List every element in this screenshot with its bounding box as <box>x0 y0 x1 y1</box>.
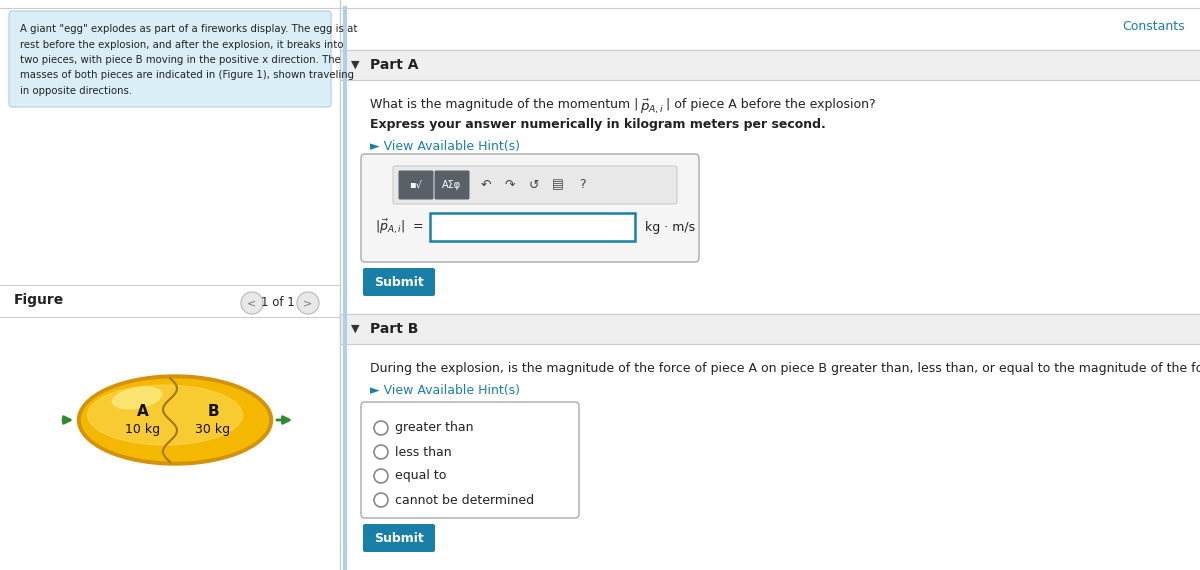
Text: ▼: ▼ <box>350 60 359 70</box>
Text: ► View Available Hint(s): ► View Available Hint(s) <box>370 384 520 397</box>
Text: ↷: ↷ <box>505 178 515 192</box>
Text: 10 kg: 10 kg <box>126 424 161 437</box>
Ellipse shape <box>113 387 162 409</box>
Bar <box>430 213 635 241</box>
Text: $|\vec{p}_{A,i}|$  =: $|\vec{p}_{A,i}|$ = <box>374 218 424 236</box>
FancyBboxPatch shape <box>361 154 698 262</box>
Ellipse shape <box>78 375 272 465</box>
Ellipse shape <box>82 379 269 461</box>
Text: two pieces, with piece B moving in the positive x direction. The: two pieces, with piece B moving in the p… <box>20 55 341 65</box>
Text: Constants: Constants <box>1122 20 1186 33</box>
FancyBboxPatch shape <box>394 166 677 204</box>
Text: AΣφ: AΣφ <box>443 180 462 190</box>
Text: kg · m/s: kg · m/s <box>646 221 695 234</box>
Text: in opposite directions.: in opposite directions. <box>20 86 132 96</box>
Text: | of piece A before the explosion?: | of piece A before the explosion? <box>666 98 876 111</box>
Ellipse shape <box>88 385 242 445</box>
Text: B: B <box>208 405 218 420</box>
Text: During the explosion, is the magnitude of the force of piece A on piece B greate: During the explosion, is the magnitude o… <box>370 362 1200 375</box>
Text: ► View Available Hint(s): ► View Available Hint(s) <box>370 140 520 153</box>
FancyBboxPatch shape <box>434 170 469 200</box>
Text: masses of both pieces are indicated in (Figure 1), shown traveling: masses of both pieces are indicated in (… <box>20 71 354 80</box>
Text: A giant "egg" explodes as part of a fireworks display. The egg is at: A giant "egg" explodes as part of a fire… <box>20 24 358 34</box>
Text: ▼: ▼ <box>350 324 359 334</box>
Text: ↶: ↶ <box>481 178 491 192</box>
Bar <box>340 314 1200 344</box>
FancyBboxPatch shape <box>398 170 433 200</box>
Text: >: > <box>304 298 313 308</box>
Text: Express your answer numerically in kilogram meters per second.: Express your answer numerically in kilog… <box>370 118 826 131</box>
Text: A: A <box>137 405 149 420</box>
Text: $\vec{p}_{A,i}$: $\vec{p}_{A,i}$ <box>640 97 665 116</box>
Text: Submit: Submit <box>374 531 424 544</box>
Text: ▪√: ▪√ <box>409 180 422 190</box>
Bar <box>0 0 340 570</box>
FancyBboxPatch shape <box>364 524 436 552</box>
Text: less than: less than <box>395 446 451 458</box>
Text: <: < <box>247 298 257 308</box>
Text: cannot be determined: cannot be determined <box>395 494 534 507</box>
Circle shape <box>298 292 319 314</box>
Text: Submit: Submit <box>374 275 424 288</box>
Circle shape <box>241 292 263 314</box>
Text: ↺: ↺ <box>529 178 539 192</box>
Text: What is the magnitude of the momentum |: What is the magnitude of the momentum | <box>370 98 638 111</box>
FancyBboxPatch shape <box>364 268 436 296</box>
Text: Figure: Figure <box>14 293 65 307</box>
Bar <box>340 0 1200 570</box>
Text: ?: ? <box>578 178 586 192</box>
Text: Part A: Part A <box>370 58 419 72</box>
Text: rest before the explosion, and after the explosion, it breaks into: rest before the explosion, and after the… <box>20 39 343 50</box>
Text: 1 of 1: 1 of 1 <box>262 296 295 310</box>
FancyBboxPatch shape <box>10 11 331 107</box>
FancyBboxPatch shape <box>361 402 580 518</box>
Text: Part B: Part B <box>370 322 419 336</box>
Text: equal to: equal to <box>395 470 446 482</box>
Text: greater than: greater than <box>395 421 474 434</box>
Text: 30 kg: 30 kg <box>196 424 230 437</box>
Bar <box>340 50 1200 80</box>
Text: ▤: ▤ <box>552 178 564 192</box>
